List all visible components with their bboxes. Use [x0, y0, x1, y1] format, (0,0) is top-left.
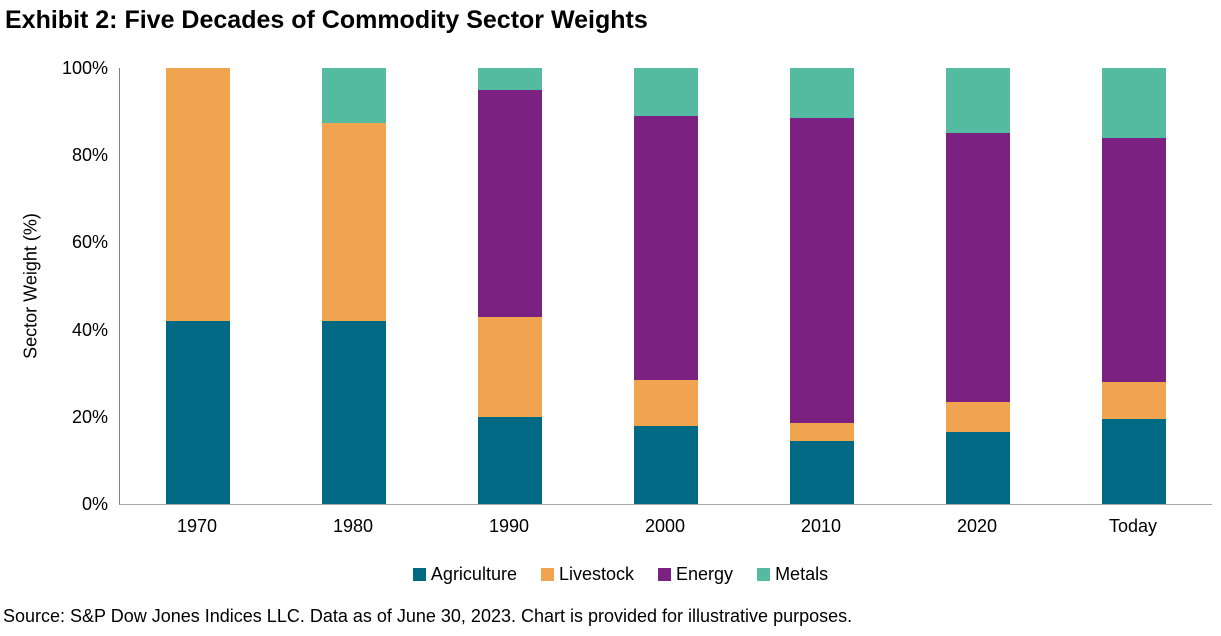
y-tick-label-40-: 40% [71, 319, 108, 340]
chart-title: Exhibit 2: Five Decades of Commodity Sec… [5, 6, 648, 34]
segment-agriculture-2000 [634, 425, 698, 504]
legend-item-livestock: Livestock [540, 564, 635, 585]
bars-layer [120, 68, 1212, 504]
legend-label-agriculture: Agriculture [430, 564, 517, 584]
legend-item-agriculture: Agriculture [412, 564, 517, 585]
segment-energy-1990 [478, 89, 542, 317]
bar-slot-2000 [588, 68, 744, 504]
legend-swatch-energy [658, 568, 672, 581]
stacked-bar-today [1102, 68, 1166, 504]
segment-energy-2020 [946, 133, 1010, 402]
x-axis-label-1970: 1970 [176, 516, 218, 536]
stacked-bar-2020 [946, 68, 1010, 504]
x-axis-labels: 1970 1980 1990 2000 2010 2020 Today [119, 516, 1211, 540]
stacked-bar-1970 [166, 68, 230, 504]
legend-label-livestock: Livestock [558, 564, 635, 584]
x-axis-label-today: Today [1108, 516, 1158, 536]
y-tick-label-20-: 20% [71, 406, 108, 427]
segment-energy-today [1102, 137, 1166, 382]
stacked-bar-1990 [478, 68, 542, 504]
stacked-bar-2010 [790, 68, 854, 504]
x-axis-label-2000: 2000 [644, 516, 686, 536]
x-axis-label-1980: 1980 [332, 516, 374, 536]
segment-agriculture-1970 [166, 320, 230, 504]
bar-slot-2020 [900, 68, 1056, 504]
stacked-bar-1980 [322, 68, 386, 504]
source-note: Source: S&P Dow Jones Indices LLC. Data … [3, 606, 853, 626]
segment-agriculture-1980 [322, 320, 386, 504]
bar-slot-1990 [432, 68, 588, 504]
legend: Agriculture Livestock Energy Metals [0, 564, 1221, 585]
x-axis-label-2020: 2020 [956, 516, 998, 536]
bar-slot-1980 [276, 68, 432, 504]
segment-agriculture-today [1102, 418, 1166, 504]
stacked-bar-2000 [634, 68, 698, 504]
legend-label-metals: Metals [775, 564, 829, 584]
segment-metals-2010 [790, 68, 854, 119]
x-axis-label-1990: 1990 [488, 516, 530, 536]
segment-livestock-2020 [946, 401, 1010, 433]
plot-area [119, 68, 1212, 505]
segment-energy-2010 [790, 118, 854, 424]
segment-metals-2020 [946, 68, 1010, 134]
legend-swatch-agriculture [412, 568, 426, 581]
y-tick-label-80-: 80% [71, 145, 108, 166]
legend-item-metals: Metals [757, 564, 828, 585]
x-axis-label-2010: 2010 [800, 516, 842, 536]
y-tick-label-100-: 100% [61, 58, 108, 78]
segment-livestock-1990 [478, 316, 542, 417]
segment-agriculture-2010 [790, 440, 854, 504]
segment-livestock-2010 [790, 423, 854, 441]
legend-item-energy: Energy [658, 564, 733, 585]
segment-livestock-today [1102, 381, 1166, 419]
legend-swatch-metals [757, 568, 771, 581]
segment-energy-2000 [634, 115, 698, 380]
bar-slot-today [1056, 68, 1212, 504]
segment-agriculture-2020 [946, 432, 1010, 504]
segment-agriculture-1990 [478, 416, 542, 504]
legend-label-energy: Energy [676, 564, 734, 584]
segment-livestock-1980 [322, 122, 386, 321]
y-tick-label-0-: 0% [81, 494, 108, 514]
segment-livestock-2000 [634, 379, 698, 426]
y-tick-label-60-: 60% [71, 232, 108, 253]
legend-swatch-livestock [540, 568, 554, 581]
segment-metals-1980 [322, 68, 386, 123]
segment-metals-2000 [634, 68, 698, 116]
segment-livestock-1970 [166, 68, 230, 321]
bar-slot-1970 [120, 68, 276, 504]
segment-metals-1990 [478, 68, 542, 90]
segment-metals-today [1102, 68, 1166, 138]
bar-slot-2010 [744, 68, 900, 504]
